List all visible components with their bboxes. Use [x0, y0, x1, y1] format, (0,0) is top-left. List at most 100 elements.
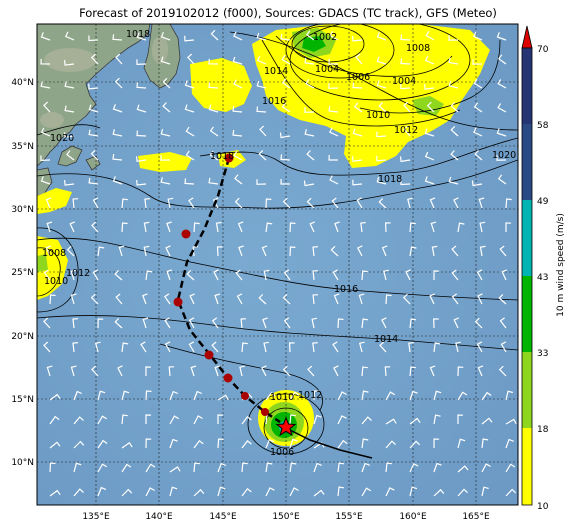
wind-barb — [481, 417, 493, 425]
wind-barb — [185, 150, 195, 161]
wind-barb — [384, 222, 391, 233]
wind-barb — [136, 32, 147, 41]
wind-barb — [288, 342, 295, 353]
wind-barb — [433, 462, 442, 473]
wind-barb — [505, 198, 512, 209]
wind-barb — [160, 31, 171, 41]
wind-barb — [232, 56, 243, 65]
wind-barb — [400, 179, 411, 186]
colorbar: 70 58 49 43 33 18 10 10 m wind speed (m/… — [521, 25, 566, 512]
wind-barb — [328, 58, 338, 65]
wind-barb — [337, 439, 348, 449]
wind-barb — [234, 174, 243, 185]
wind-barb — [479, 221, 486, 233]
track-forecast-line — [176, 157, 281, 424]
lon-label: 160°E — [399, 512, 427, 522]
wind-barb — [90, 53, 99, 65]
wind-barb — [238, 245, 244, 257]
wind-barb — [337, 391, 347, 401]
wind-barb — [457, 465, 469, 473]
wind-barb — [313, 390, 320, 401]
wind-barb — [451, 269, 459, 281]
wind-barb — [63, 132, 75, 138]
wind-barb — [121, 488, 133, 497]
wind-barb — [409, 318, 417, 329]
wind-barb — [64, 180, 75, 186]
wind-barb — [143, 245, 150, 257]
wind-barb — [361, 438, 369, 449]
wind-barb — [283, 269, 291, 281]
isobar-label: 1012 — [298, 390, 322, 401]
wind-barb — [289, 246, 296, 257]
wind-barb — [280, 154, 291, 161]
wind-barb — [162, 77, 171, 89]
wind-barb — [73, 416, 84, 425]
wind-barb — [189, 293, 195, 305]
wind-barb — [265, 438, 275, 449]
wind-barb — [208, 82, 219, 89]
wind-barb — [378, 197, 387, 209]
wind-barb — [376, 131, 387, 138]
wind-barb — [352, 179, 363, 186]
wind-barb — [193, 462, 200, 473]
wind-barb — [481, 463, 491, 473]
wind-barb — [208, 104, 219, 113]
wind-barb — [40, 155, 51, 162]
wind-barb — [241, 342, 248, 353]
wind-barb — [121, 390, 130, 401]
wind-barb — [497, 79, 507, 89]
wind-barb — [144, 198, 150, 209]
wind-barb — [352, 156, 363, 162]
wind-barb — [400, 83, 411, 90]
wind-barb — [187, 53, 195, 65]
wind-barb — [499, 245, 507, 257]
wind-barb — [329, 30, 339, 41]
wind-barb — [473, 102, 483, 113]
isobar-label: 1008 — [42, 248, 66, 259]
isobar-label: 1004 — [392, 76, 416, 87]
wind-barb — [376, 32, 387, 41]
wind-barb — [309, 221, 316, 233]
wind-barb — [241, 462, 248, 473]
wind-barb — [448, 57, 459, 65]
wind-barb — [88, 129, 99, 137]
wind-barb — [450, 125, 459, 137]
wind-barb — [142, 293, 148, 305]
wind-barb — [385, 418, 397, 425]
isobar-label: 1006 — [270, 447, 294, 458]
isobar-label: 1006 — [346, 72, 370, 83]
wind-barb — [214, 365, 221, 377]
wind-barb — [352, 128, 363, 137]
wind-barb — [450, 150, 459, 161]
track-point-marker — [261, 408, 269, 416]
wind-barb — [409, 246, 417, 257]
wind-barb — [337, 415, 347, 425]
wind-barb — [140, 341, 147, 353]
wind-barb — [433, 342, 441, 353]
wind-barb — [72, 342, 79, 353]
wind-barb — [112, 104, 123, 113]
wind-barb — [499, 317, 507, 329]
wind-barb — [162, 102, 171, 113]
wind-barb — [121, 463, 132, 473]
wind-barb — [433, 390, 442, 401]
isobar-label: 1016 — [262, 96, 286, 107]
wind-barb — [49, 415, 60, 425]
wind-barb — [117, 365, 123, 377]
isobar-label: 1012 — [66, 268, 90, 279]
wind-barb — [280, 33, 291, 41]
wind-barb — [328, 106, 339, 113]
wind-barb — [376, 56, 387, 65]
wind-barb — [409, 417, 421, 425]
wind-barb — [385, 487, 395, 497]
wind-barb — [112, 154, 123, 161]
wind-barb — [405, 269, 411, 281]
wind-barb — [361, 416, 372, 425]
wind-barb — [193, 222, 200, 233]
wind-barb — [235, 269, 243, 281]
wind-barb — [429, 293, 435, 305]
wind-barb — [169, 390, 179, 401]
wind-barb — [121, 441, 133, 449]
wind-barb — [409, 390, 418, 401]
wind-barb — [289, 487, 299, 497]
